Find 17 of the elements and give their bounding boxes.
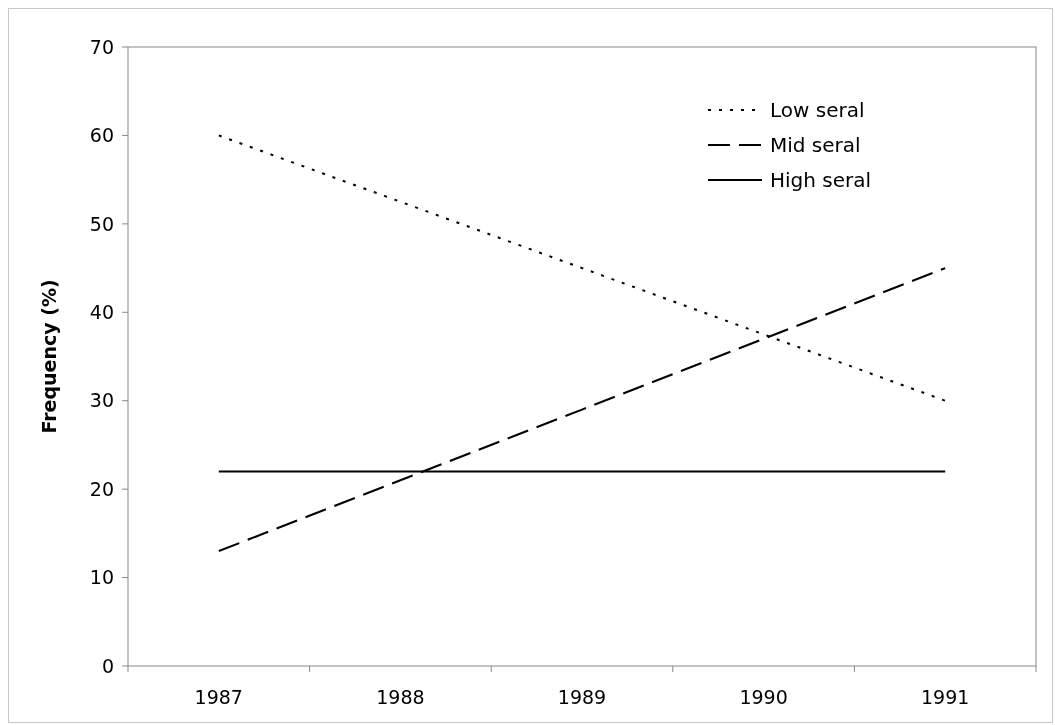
y-tick-label: 10	[89, 566, 114, 589]
x-tick-label: 1987	[194, 686, 243, 708]
legend-label: Low seral	[770, 98, 865, 122]
y-tick-label: 40	[89, 300, 114, 323]
legend-label: Mid seral	[770, 133, 861, 157]
y-tick-label: 50	[89, 212, 114, 235]
y-axis-title: Frequency (%)	[38, 279, 60, 434]
x-tick-label: 1988	[376, 686, 425, 708]
legend-label: High seral	[770, 168, 872, 192]
y-tick-label: 70	[89, 35, 114, 58]
x-tick-label: 1990	[739, 686, 788, 708]
y-tick-label: 30	[89, 389, 114, 412]
x-tick-label: 1991	[921, 686, 970, 708]
x-tick-label: 1989	[557, 686, 607, 708]
y-tick-label: 0	[101, 654, 114, 677]
y-tick-label: 60	[89, 124, 114, 147]
y-tick-label: 20	[89, 477, 114, 500]
